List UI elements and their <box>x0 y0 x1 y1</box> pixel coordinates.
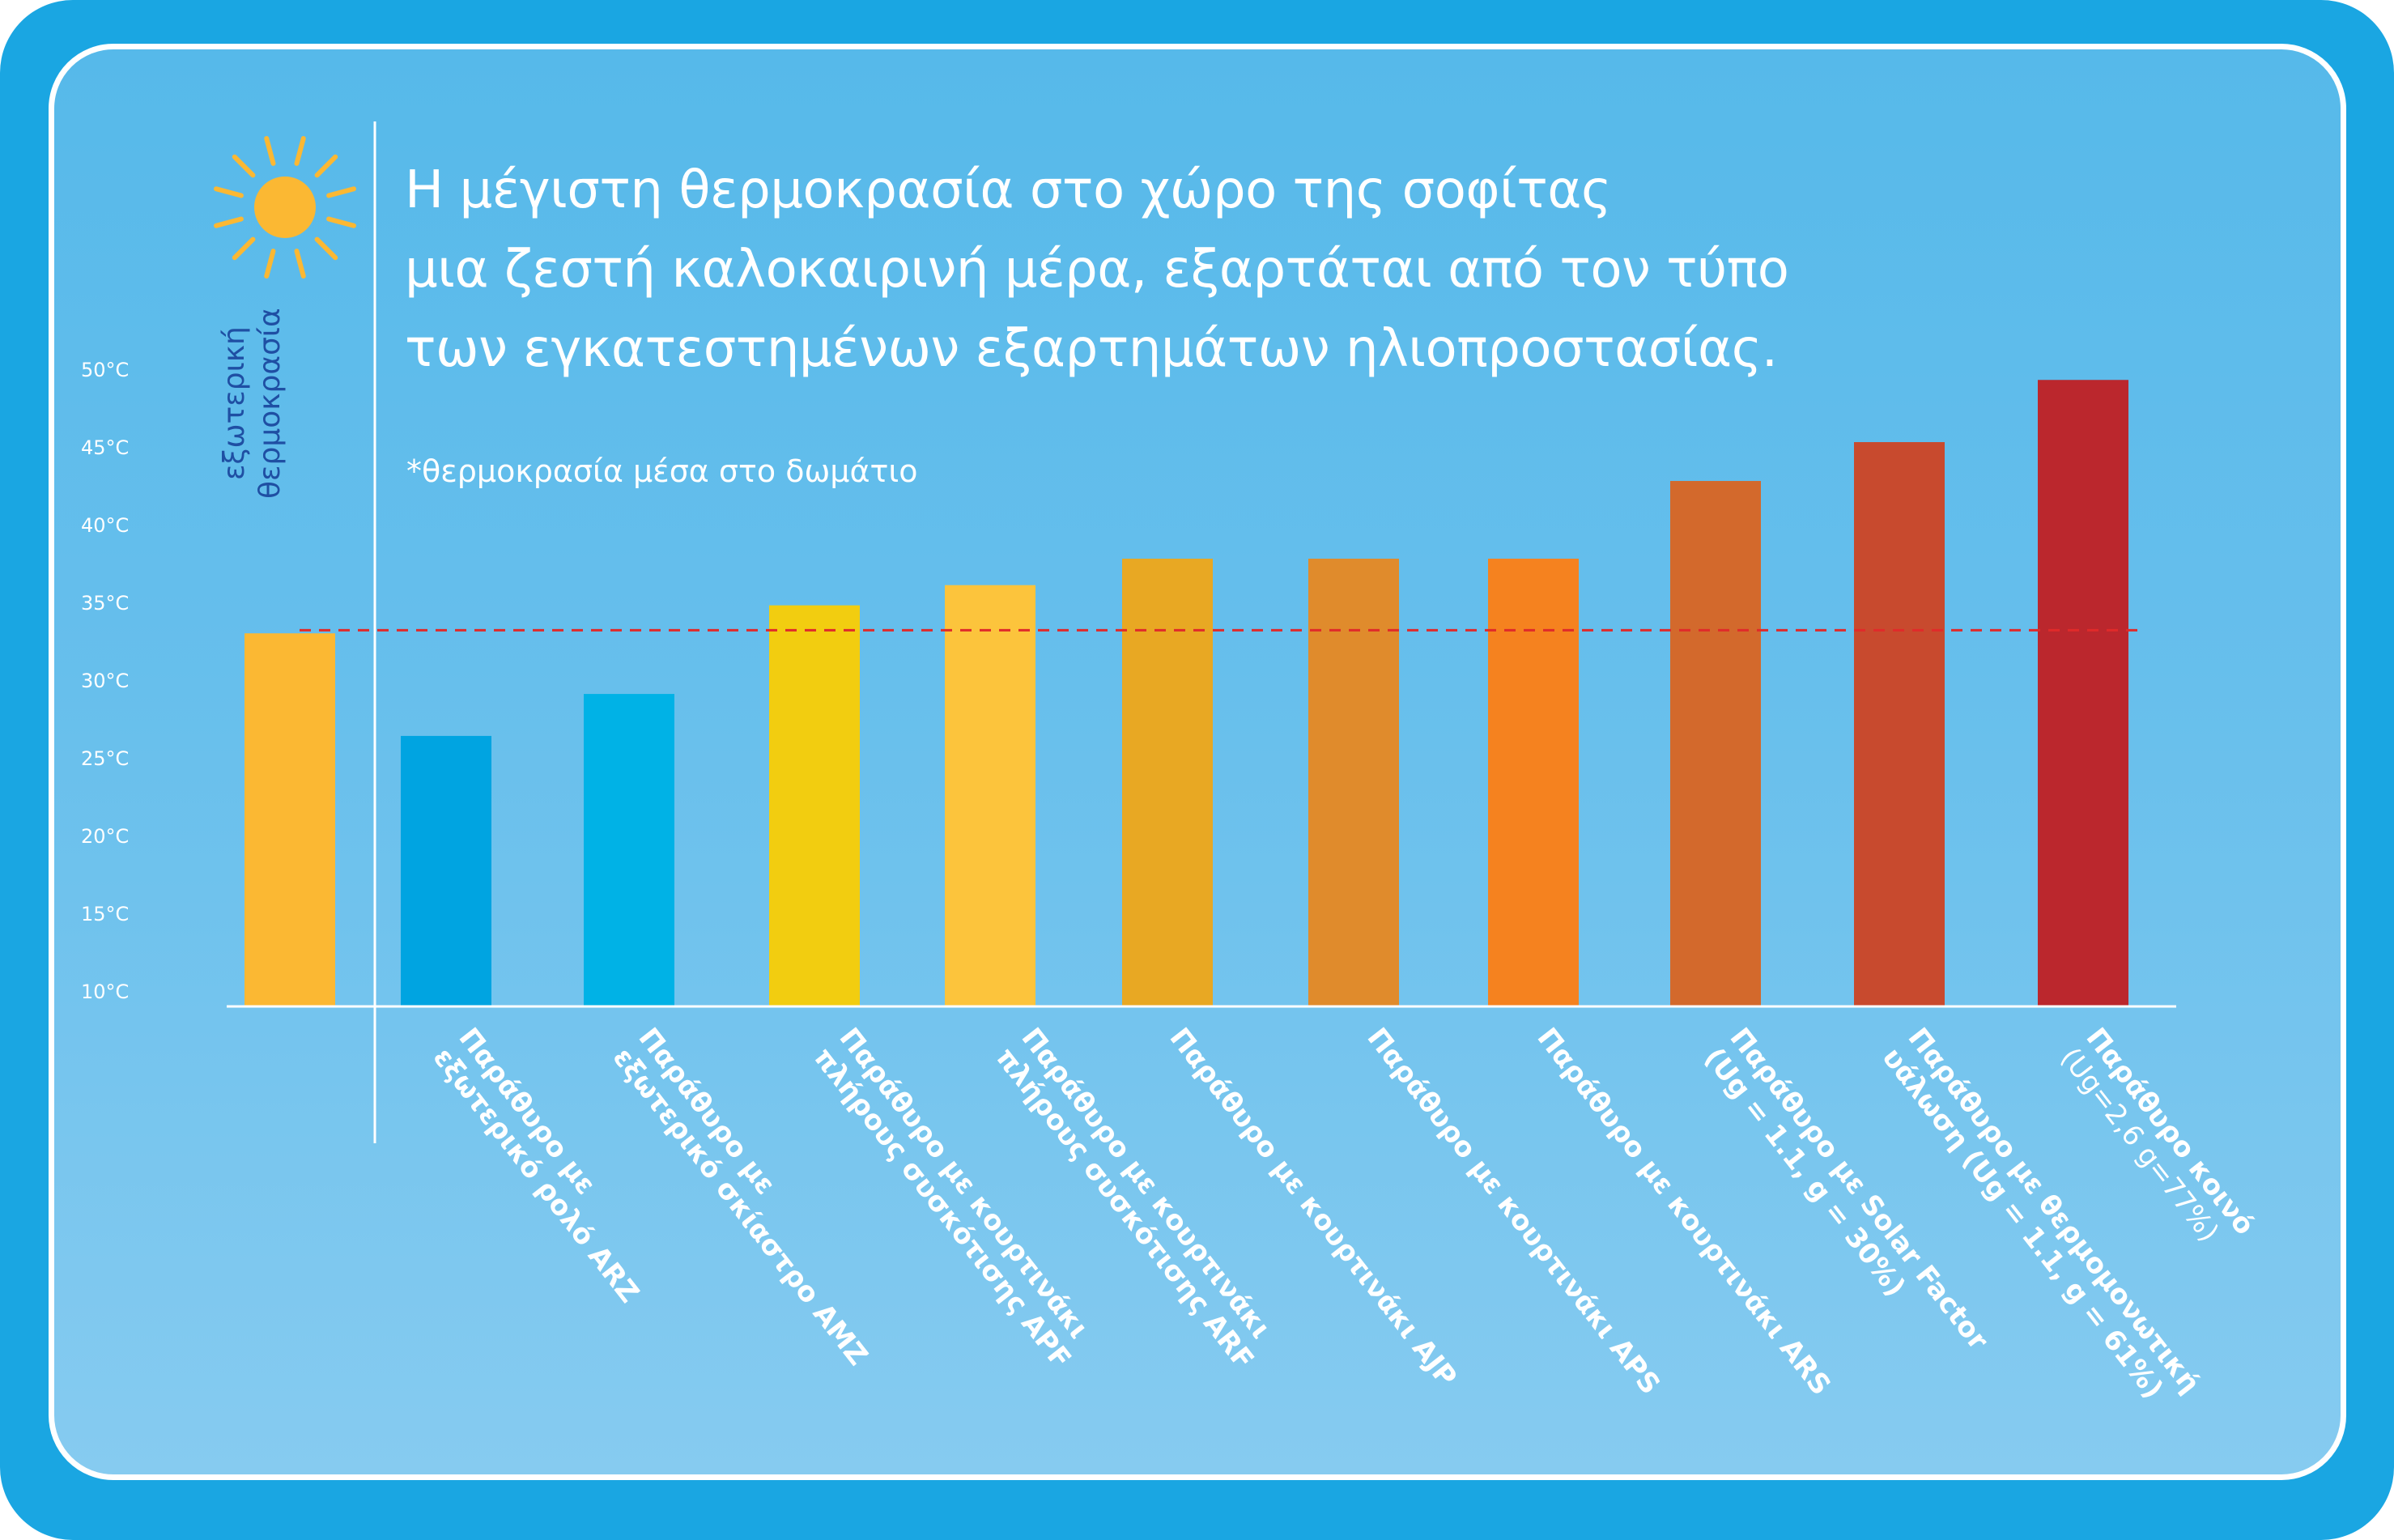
y-tick-label: 10°C <box>81 981 129 1003</box>
bar-3 <box>769 605 860 1006</box>
external-temperature-label: εξωτερική θερμοκρασία <box>217 308 288 499</box>
bar-5 <box>1122 559 1213 1006</box>
bar-8 <box>1670 481 1761 1006</box>
sun-icon <box>213 135 357 279</box>
sun-ray <box>232 236 256 261</box>
sun-disc <box>254 177 316 238</box>
sun-ray <box>294 135 306 166</box>
y-tick-label: 45°C <box>81 436 129 459</box>
y-tick-label: 35°C <box>81 592 129 615</box>
sun-ray <box>294 249 306 279</box>
y-tick-label: 15°C <box>81 903 129 925</box>
sun-ray <box>232 154 256 178</box>
sun-ray <box>213 216 244 228</box>
bar-2 <box>584 694 674 1006</box>
bar-9 <box>1854 442 1945 1006</box>
sun-ray <box>264 249 276 279</box>
sun-ray <box>326 216 357 228</box>
bar-series <box>245 380 2128 1006</box>
sun-ray <box>314 154 338 178</box>
bar-7 <box>1488 559 1579 1006</box>
y-tick-label: 40°C <box>81 514 129 537</box>
external-label-line-2: θερμοκρασία <box>253 308 287 499</box>
subtitle-note: *θερμοκρασία μέσα στο δωμάτιο <box>406 453 918 489</box>
y-tick-label: 50°C <box>81 359 129 381</box>
y-tick-label: 30°C <box>81 670 129 692</box>
y-tick-label: 25°C <box>81 747 129 770</box>
bar-10 <box>2038 380 2128 1006</box>
external-label-line-1: εξωτερική <box>218 326 251 481</box>
title-line-2: μια ζεστή καλοκαιρινή μέρα, εξαρτάται απ… <box>405 240 1789 300</box>
bar-6 <box>1308 559 1399 1006</box>
y-tick-label: 20°C <box>81 825 129 848</box>
sun-ray <box>314 236 338 261</box>
title-line-1: Η μέγιστη θερμοκρασία στο χώρο της σοφίτ… <box>405 160 1612 220</box>
sun-ray <box>264 135 276 166</box>
sun-ray <box>326 186 357 198</box>
title-line-3: των εγκατεστημένων εξαρτημάτων ηλιοπροστ… <box>405 319 1778 379</box>
bar-external-temperature <box>245 633 335 1006</box>
bar-1 <box>401 735 491 1006</box>
bar-4 <box>945 585 1035 1006</box>
y-axis-ticks: 10°C 15°C 20°C 25°C 30°C 35°C 40°C 45°C 50°C <box>81 359 129 1003</box>
sun-ray <box>213 186 244 198</box>
